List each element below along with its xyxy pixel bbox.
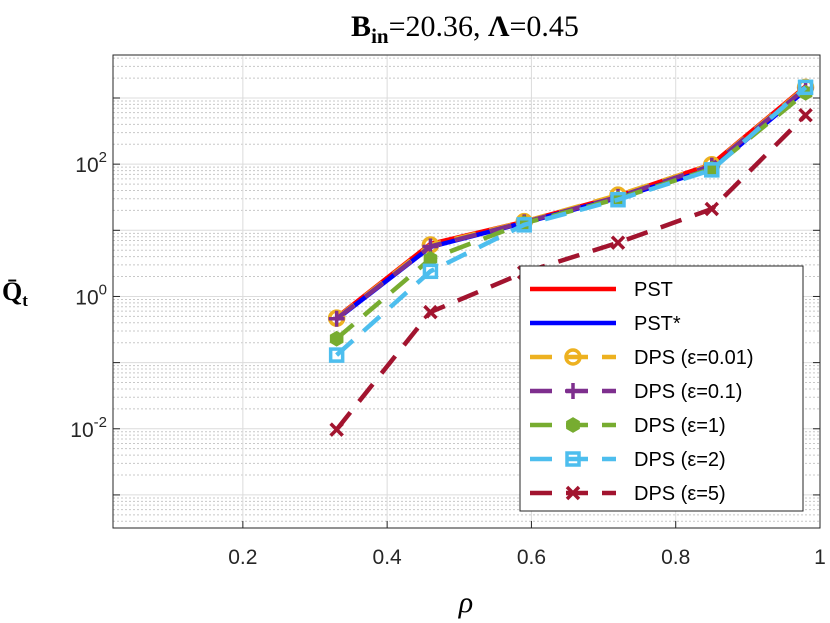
legend-item: DPS (ε=0.1) xyxy=(530,381,742,403)
x-tick-label: 0.6 xyxy=(517,546,546,569)
series-line xyxy=(334,113,808,432)
legend-item: PST* xyxy=(530,313,681,335)
legend-label: DPS (ε=5) xyxy=(634,483,726,505)
legend-label: DPS (ε=0.01) xyxy=(634,347,754,369)
x-marker xyxy=(610,235,626,250)
x-tick-label: 0.8 xyxy=(661,546,690,569)
y-axis-label: Q̄t xyxy=(2,277,28,310)
x-marker xyxy=(565,485,581,501)
y-tick-label: 102 xyxy=(75,149,107,177)
chart-title: Bin=20.36, Λ=0.45 xyxy=(351,10,579,48)
legend-item: DPS (ε=0.01) xyxy=(530,347,754,369)
x-tick-label: 0.4 xyxy=(373,546,403,569)
legend-item: PST xyxy=(530,279,673,301)
hexagon-marker xyxy=(329,330,344,347)
square-marker xyxy=(565,451,581,467)
square-marker xyxy=(516,217,532,233)
legend-item: DPS (ε=5) xyxy=(530,483,726,505)
legend-label: DPS (ε=2) xyxy=(634,449,726,471)
legend: PST PST* DPS (ε=0.01) DPS (ε=0.1) DPS (ε=1) D… xyxy=(519,265,804,512)
square-marker xyxy=(610,191,626,208)
plus-marker xyxy=(328,310,345,327)
x-marker xyxy=(798,107,813,123)
legend-label: PST* xyxy=(634,313,681,335)
square-marker xyxy=(328,347,345,363)
y-tick-label: 100 xyxy=(75,281,107,309)
legend-item: DPS (ε=2) xyxy=(530,449,726,471)
plus-marker xyxy=(565,383,581,399)
x-tick-label: 1 xyxy=(814,546,826,569)
legend-label: DPS (ε=1) xyxy=(634,415,726,437)
axis-ticks: 0.2 0.4 0.6 0.8 1 102 100 10-2 xyxy=(70,97,826,569)
x-marker xyxy=(423,304,438,320)
x-marker xyxy=(704,201,720,217)
legend-label: PST xyxy=(634,279,673,301)
circle-marker xyxy=(564,348,582,366)
legend-box xyxy=(519,265,804,512)
legend-label: DPS (ε=0.1) xyxy=(634,381,742,403)
series-dps-2 xyxy=(328,79,814,363)
hexagon-marker xyxy=(566,417,580,433)
x-tick-label: 0.2 xyxy=(228,546,257,569)
square-marker xyxy=(704,162,720,178)
square-marker xyxy=(797,79,814,96)
y-tick-label: 10-2 xyxy=(70,414,107,442)
series-line xyxy=(335,85,808,357)
plot-series xyxy=(327,78,815,437)
x-axis-label: ρ xyxy=(458,586,473,619)
legend-item: DPS (ε=1) xyxy=(530,415,726,437)
plot-frame xyxy=(112,54,821,529)
square-marker xyxy=(422,263,439,280)
x-marker xyxy=(329,422,344,437)
